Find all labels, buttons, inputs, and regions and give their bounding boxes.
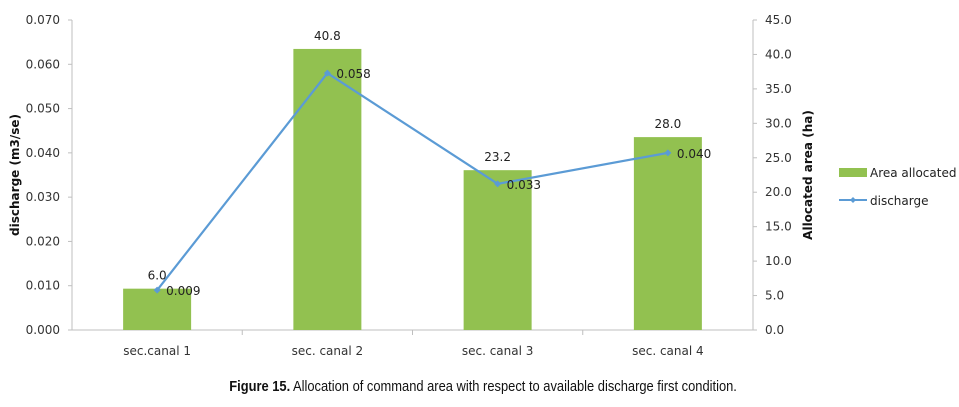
discharge-line-path [156, 71, 669, 291]
y-left-tick-label: 0.060 [26, 57, 60, 71]
discharge-point-marker [664, 149, 672, 157]
discharge-point-marker [494, 180, 502, 188]
discharge-point-marker [153, 286, 161, 294]
bar-area-allocated [463, 170, 532, 330]
y-right-tick-label: 20.0 [765, 185, 792, 199]
x-tick-label: sec. canal 4 [632, 344, 704, 358]
y-left-tick-label: 0.020 [26, 234, 60, 248]
y-left-tick-label: 0.000 [26, 323, 60, 337]
y-right-tick-label: 0.0 [765, 323, 784, 337]
line-data-label: 0.033 [507, 178, 541, 192]
line-data-label: 0.009 [166, 284, 200, 298]
line-data-label: 0.058 [336, 67, 370, 81]
y-right-tick-label: 40.0 [765, 47, 792, 61]
y-axis-left-title: discharge (m3/se) [8, 114, 22, 236]
y-left-tick-label: 0.010 [26, 279, 60, 293]
y-right-tick-label: 45.0 [765, 13, 792, 27]
y-left-tick-label: 0.050 [26, 102, 60, 116]
x-tick-label: sec. canal 3 [462, 344, 534, 358]
caption-text: Allocation of command area with respect … [290, 378, 737, 395]
bar-area-allocated [633, 137, 702, 330]
x-tick-label: sec.canal 1 [123, 344, 191, 358]
bar-data-label: 40.8 [314, 29, 341, 43]
caption-label: Figure 15. [229, 378, 291, 395]
bar-area-allocated [123, 288, 192, 330]
y-left-tick-label: 0.030 [26, 190, 60, 204]
legend: Area allocated discharge [839, 166, 956, 208]
bar-data-label: 23.2 [484, 150, 511, 164]
discharge-line [153, 69, 672, 294]
y-right-tick-label: 15.0 [765, 220, 792, 234]
y-left-tick-label: 0.040 [26, 146, 60, 160]
data-labels: 6.0 40.8 23.2 28.0 0.009 0.058 0.033 0.040 [148, 29, 712, 298]
bar-data-label: 6.0 [148, 269, 167, 283]
bars [123, 48, 702, 330]
x-tick-label: sec. canal 2 [292, 344, 364, 358]
y-right-tick-label: 30.0 [765, 116, 792, 130]
bar-data-label: 28.0 [655, 117, 682, 131]
y-right-tick-label: 25.0 [765, 151, 792, 165]
legend-marker-discharge [850, 197, 856, 203]
legend-swatch-area [839, 168, 867, 177]
bar-area-allocated [293, 48, 362, 330]
y-right-tick-label: 35.0 [765, 82, 792, 96]
legend-label-discharge: discharge [870, 194, 928, 208]
figure-caption: Figure 15. Allocation of command area wi… [71, 378, 896, 395]
y-axis-right-title: Allocated area (ha) [801, 110, 815, 240]
legend-label-area: Area allocated [870, 166, 956, 180]
y-left-tick-label: 0.070 [26, 13, 60, 27]
discharge-point-marker [323, 69, 331, 77]
line-data-label: 0.040 [677, 147, 711, 161]
tick-labels: 0.000 0.010 0.020 0.030 0.040 0.050 0.060 0.070… [26, 13, 792, 358]
y-right-tick-label: 5.0 [765, 289, 784, 303]
y-right-tick-label: 10.0 [765, 254, 792, 268]
